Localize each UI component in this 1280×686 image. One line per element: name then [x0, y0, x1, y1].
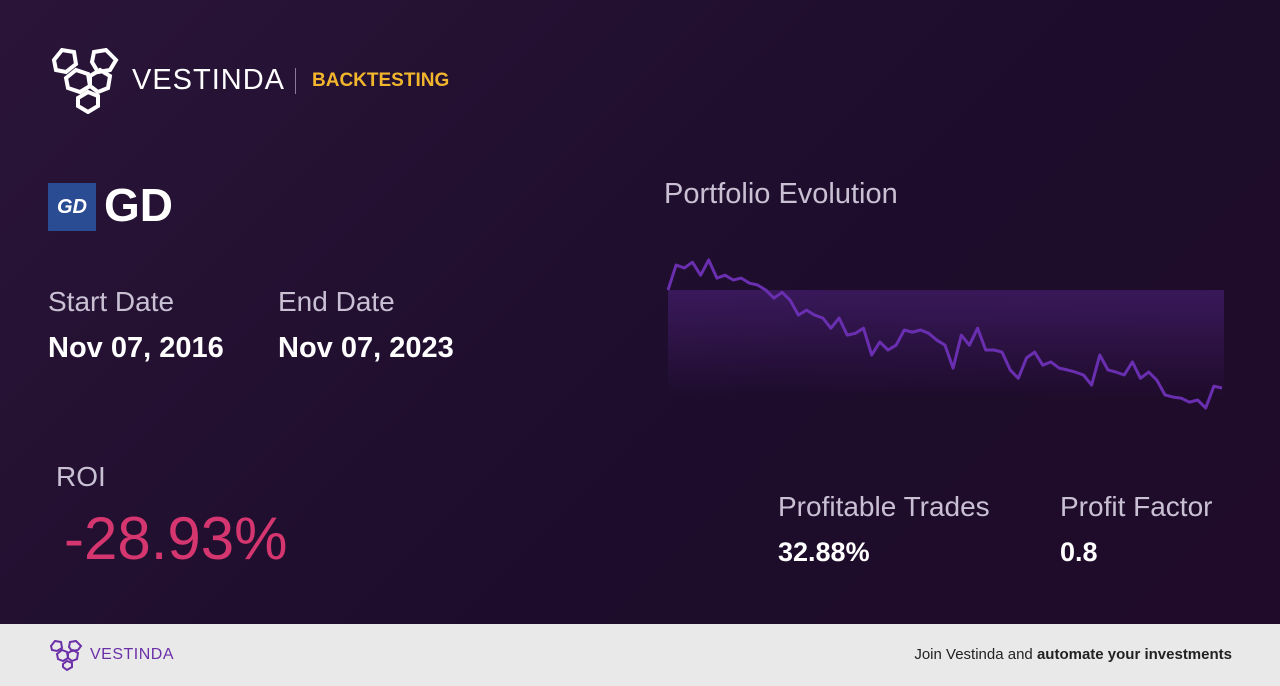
section: BACKTESTING [312, 70, 450, 91]
card: VESTINDA BACKTESTING GD GD Start Date No… [0, 0, 1280, 624]
chart [666, 258, 1224, 410]
footer-brand: VESTINDA [90, 646, 175, 663]
factor-value: 0.8 [1060, 537, 1098, 567]
footer: VESTINDA Join Vestinda and automate your… [0, 624, 1280, 686]
portfolio-line [666, 258, 1223, 410]
end-date: Nov 07, 2023 [278, 332, 454, 364]
start-label: Start Date [48, 286, 175, 317]
footer-logo [49, 639, 83, 671]
area-shade [668, 290, 1224, 398]
profitable-value: 32.88% [778, 537, 870, 567]
brand: VESTINDA [132, 64, 286, 96]
profitable-label: Profitable Trades [778, 491, 990, 522]
cta-plain: Join Vestinda and [914, 646, 1033, 663]
start-date: Nov 07, 2016 [48, 332, 224, 364]
divider [295, 68, 296, 94]
end-label: End Date [278, 286, 395, 317]
brand-logo [51, 47, 119, 114]
asset-logo: GD [48, 183, 96, 231]
cta-bold: automate your investments [1036, 646, 1232, 663]
roi-value: -28.93% [64, 505, 288, 572]
factor-label: Profit Factor [1060, 491, 1213, 522]
roi-label: ROI [56, 461, 106, 492]
chart-title: Portfolio Evolution [664, 178, 898, 210]
ticker: GD [104, 179, 173, 231]
footer-cta: Join Vestinda and automate your investme… [914, 646, 1232, 663]
